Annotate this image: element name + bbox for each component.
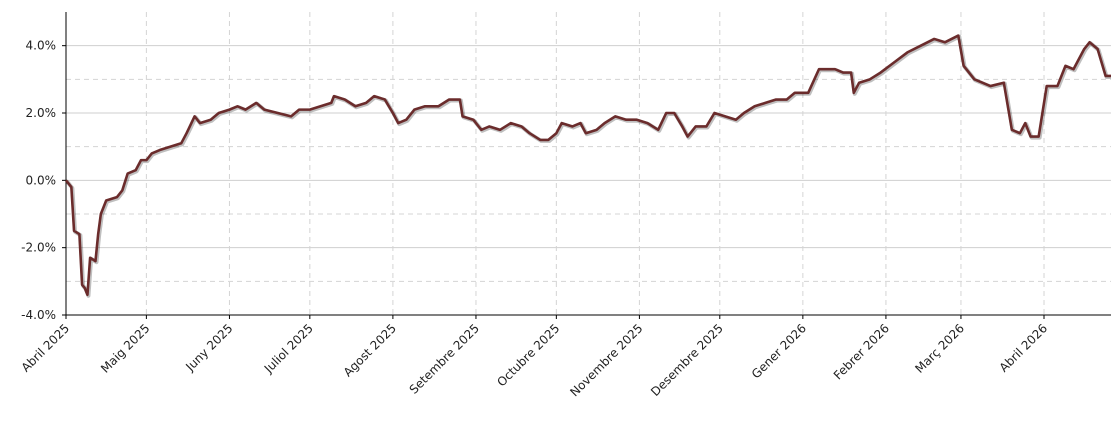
line (64, 34, 1111, 297)
y-tick-label: 4.0% (26, 39, 57, 53)
x-tick-label: Juny 2025 (182, 321, 235, 374)
y-tick-label: 2.0% (26, 106, 57, 120)
y-tick-label: 0.0% (26, 173, 57, 187)
x-tick-label: Desembre 2025 (648, 321, 726, 399)
x-tick-label: Febrer 2026 (831, 321, 892, 382)
y-tick-label: -2.0% (21, 241, 56, 255)
x-tick-label: Novembre 2025 (567, 321, 645, 399)
x-tick-label: Gener 2026 (749, 321, 809, 381)
x-tick-label: Abril 2026 (997, 321, 1051, 375)
line-shadow (65, 34, 1111, 298)
x-tick-label: Octubre 2025 (494, 321, 562, 389)
x-tick-label: Setembre 2025 (407, 321, 483, 397)
x-tick-label: Agost 2025 (341, 321, 399, 379)
x-tick-label: Abril 2025 (19, 321, 73, 375)
x-tick-label: Juliol 2025 (261, 321, 316, 376)
x-tick-label: Maig 2025 (98, 321, 152, 375)
x-tick-label: Març 2026 (912, 321, 967, 376)
y-tick-label: -4.0% (21, 308, 56, 322)
